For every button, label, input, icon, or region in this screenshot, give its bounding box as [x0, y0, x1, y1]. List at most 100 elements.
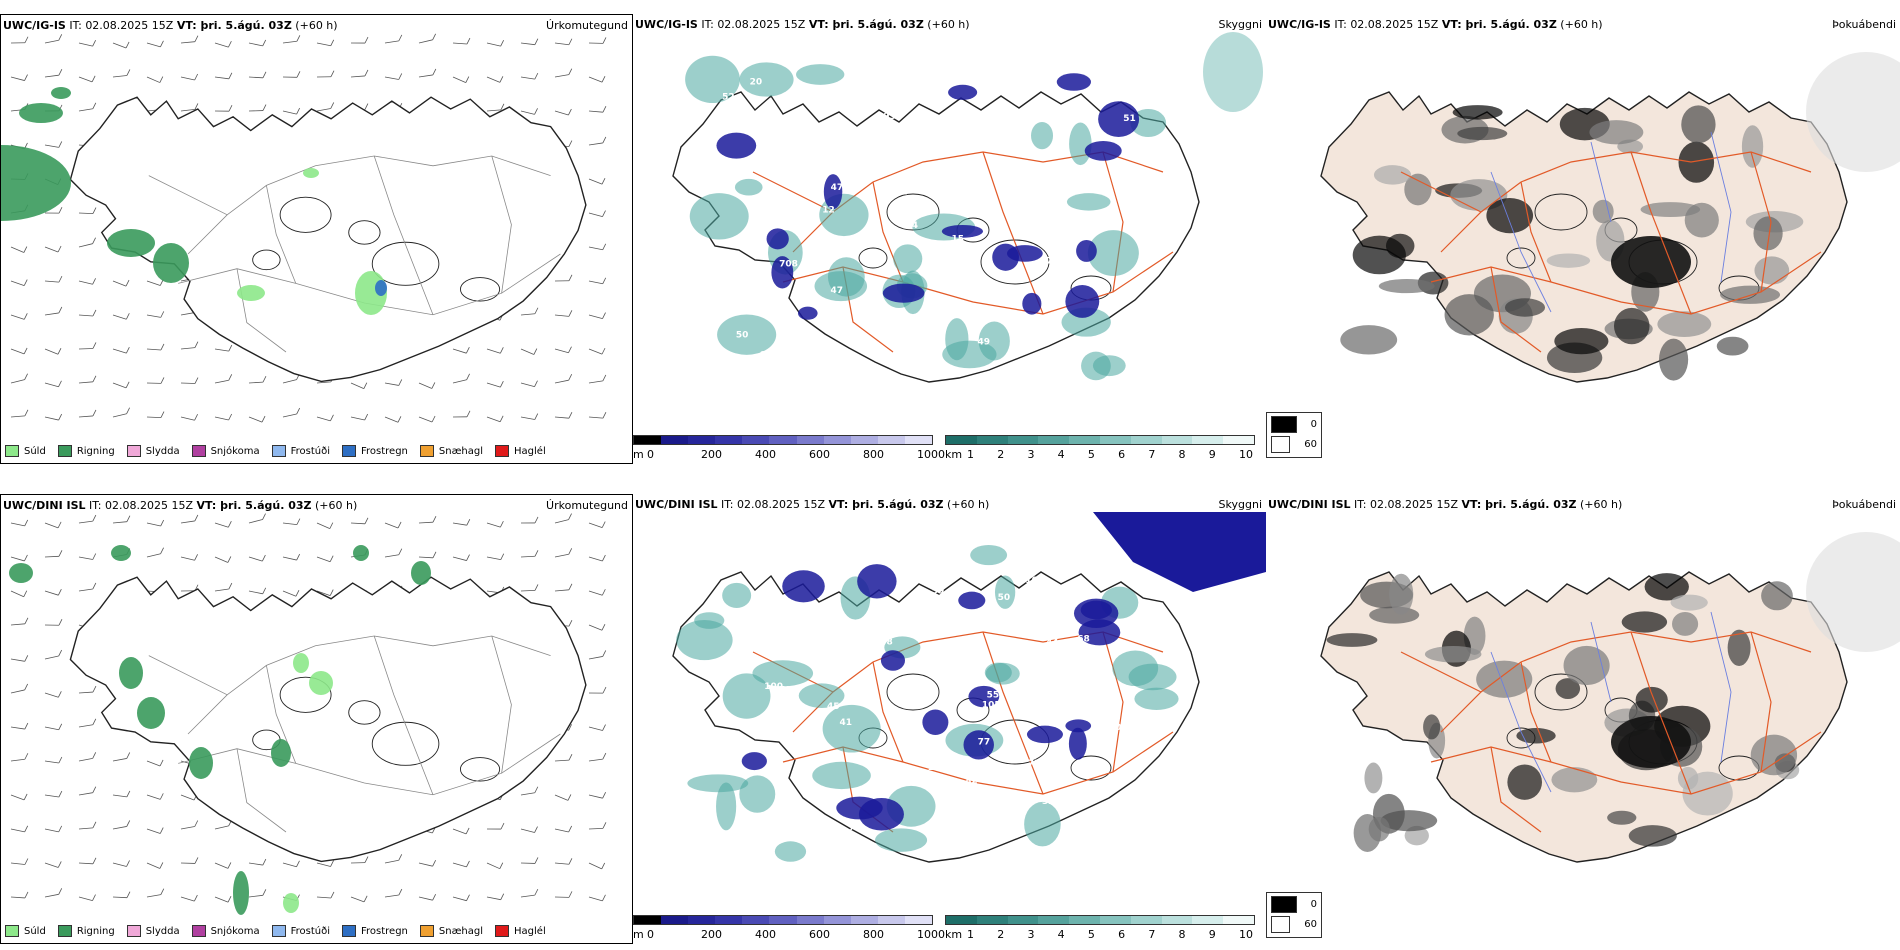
- legend-item: Súld: [5, 925, 46, 937]
- wind-barb: [10, 415, 25, 418]
- wind-barb-tick: [534, 413, 539, 420]
- wind-barb: [78, 415, 93, 418]
- wind-barb-tick: [431, 415, 436, 423]
- wind-barb: [282, 40, 297, 44]
- road: [1630, 151, 1692, 315]
- wind-barb: [282, 522, 297, 526]
- low-visibility-area: [1066, 193, 1111, 211]
- valid-time: VT: þri. 5.ágú. 03Z: [1441, 18, 1557, 31]
- wind-barb: [588, 314, 603, 319]
- fog-index-area: [1476, 660, 1533, 698]
- fog-scale-row: 60: [1271, 916, 1317, 933]
- fog-index-area: [1621, 611, 1668, 633]
- wind-barb-tick: [23, 279, 28, 286]
- wind-barb: [350, 522, 365, 525]
- wind-barb: [214, 76, 229, 80]
- wind-barb: [418, 39, 433, 44]
- wind-barb-tick: [194, 554, 198, 561]
- river: [1490, 651, 1552, 793]
- wind-barb: [282, 379, 297, 384]
- wind-barb: [588, 178, 603, 185]
- wind-barb-tick: [330, 102, 335, 109]
- wind-barb-tick: [125, 313, 130, 320]
- wind-barb-tick: [58, 141, 63, 148]
- wind-barb-tick: [534, 38, 539, 45]
- cloud-base-value: 24: [858, 141, 871, 151]
- wind-barb-tick: [533, 348, 538, 355]
- colorbar-segment: [976, 436, 1008, 444]
- legend-item: Snjókoma: [191, 925, 260, 937]
- wind-barb-tick: [91, 75, 96, 83]
- wind-barb-tick: [125, 381, 130, 389]
- precip-area: [237, 285, 265, 301]
- colorbar-segment: [715, 436, 743, 444]
- wind-barb: [214, 416, 229, 421]
- legend-item: Frostregn: [342, 445, 408, 457]
- road: [373, 635, 434, 795]
- precip-area: [303, 168, 319, 178]
- fog-scale-row: 60: [1271, 436, 1317, 453]
- river: [1710, 131, 1732, 283]
- road: [1490, 746, 1542, 833]
- wind-barb-tick: [160, 888, 165, 895]
- wind-barb: [78, 108, 93, 112]
- low-visibility-area: [752, 660, 814, 687]
- cloud-base-value: 47: [831, 183, 844, 193]
- wind-barb-tick: [466, 37, 471, 45]
- field-label: Þokuábendi: [1832, 18, 1896, 31]
- wind-barb-tick: [296, 518, 301, 525]
- colorbar-unit: m: [633, 448, 644, 461]
- colorbar-tick-label: 9: [1208, 928, 1216, 941]
- wind-barb-tick: [160, 547, 164, 554]
- fog-index-area: [1516, 727, 1556, 744]
- wind-barb: [588, 76, 603, 83]
- fog-index-area: [1424, 645, 1482, 663]
- wind-barb: [78, 724, 93, 728]
- legend-label: Snjókoma: [210, 925, 260, 937]
- wind-barb: [146, 862, 161, 869]
- wind-barb-tick: [160, 311, 165, 318]
- cloud-base-value: 708: [779, 259, 798, 269]
- wind-barb: [78, 691, 93, 694]
- cloud-base-value: 52: [722, 92, 735, 102]
- wind-barb: [418, 896, 433, 901]
- wind-barb: [588, 758, 603, 762]
- low-visibility-area: [970, 544, 1008, 566]
- fog-index-area: [1753, 216, 1783, 251]
- wind-barb: [44, 692, 59, 698]
- road: [1440, 631, 1812, 733]
- colorbar-segment: [1038, 436, 1070, 444]
- valid-time: VT: þri. 5.ágú. 03Z: [828, 498, 944, 511]
- wind-barb: [554, 74, 569, 78]
- low-cloud-area: [1022, 292, 1042, 315]
- fog-index-area: [1589, 120, 1644, 145]
- wind-barb: [520, 555, 536, 558]
- wind-barb: [588, 794, 603, 799]
- colorbar-segment: [796, 916, 824, 924]
- cloud-base-value: 72: [786, 350, 799, 360]
- wind-barb: [452, 828, 467, 835]
- road: [1400, 651, 1482, 693]
- low-visibility-area: [798, 683, 845, 708]
- colorbar-tick-label: 8: [1178, 448, 1186, 461]
- wind-barb-tick: [58, 790, 63, 798]
- fog-index-area: [1554, 327, 1609, 355]
- legend-swatch: [57, 445, 72, 457]
- precip-map: [9, 513, 607, 915]
- legend-swatch: [5, 925, 19, 937]
- legend-label: Haglél: [514, 445, 546, 457]
- wind-barb-tick: [364, 856, 369, 863]
- wind-barb: [10, 758, 25, 762]
- legend-swatch: [271, 925, 286, 937]
- wind-barb: [78, 520, 93, 524]
- cloud-base-value: 107: [1025, 576, 1044, 586]
- colorbar-strip: [945, 435, 1255, 445]
- wind-barb: [10, 658, 25, 662]
- wind-barb: [248, 381, 263, 384]
- fog-index-area: [1364, 762, 1383, 794]
- low-cloud-area: [880, 650, 906, 671]
- low-cloud-area: [797, 306, 818, 320]
- wind-barb: [146, 280, 161, 286]
- wind-barb-tick: [329, 555, 334, 562]
- wind-barb: [316, 556, 331, 563]
